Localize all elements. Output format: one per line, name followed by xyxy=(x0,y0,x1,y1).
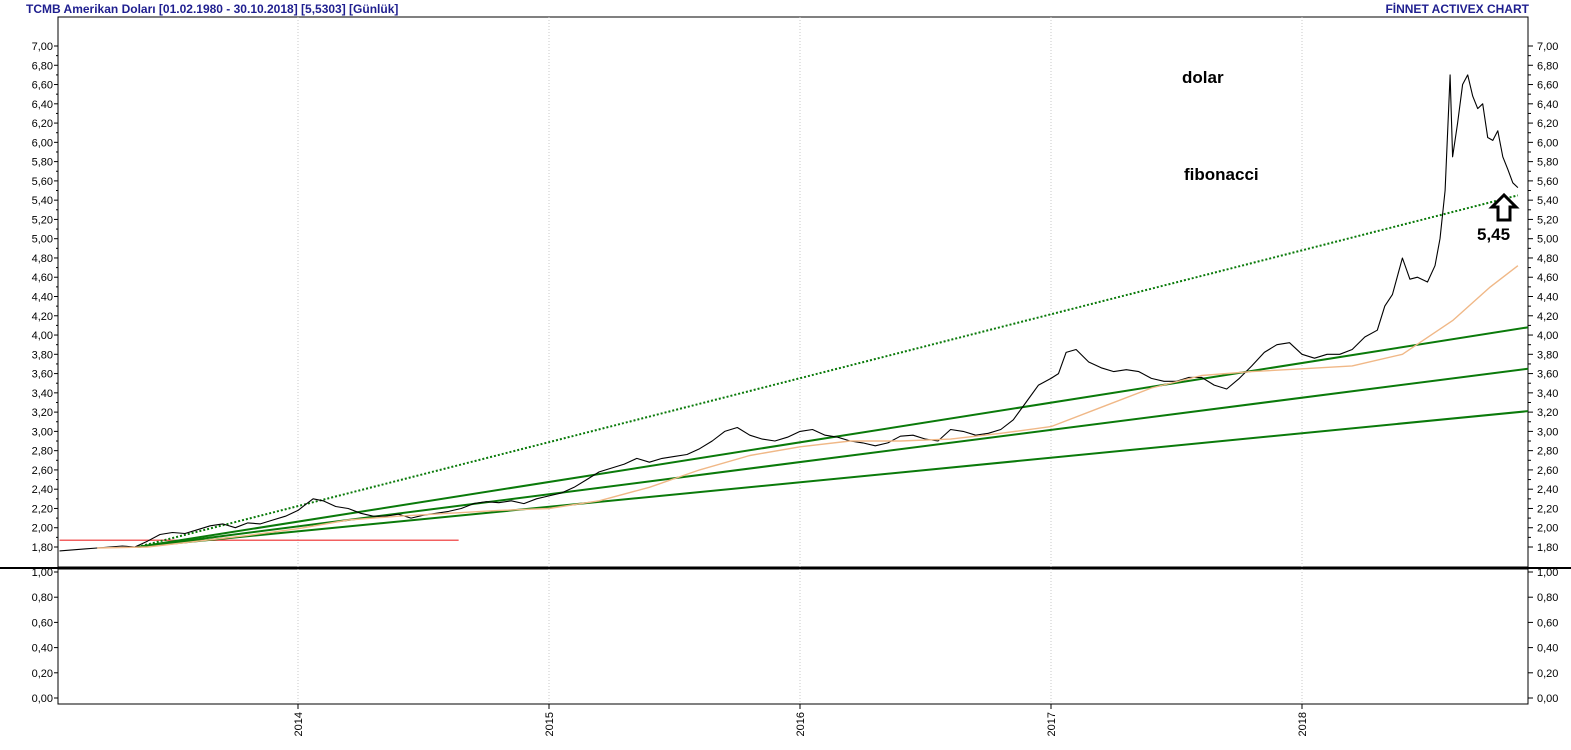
y-tick-label-right: 5,20 xyxy=(1537,214,1558,226)
chart-title: TCMB Amerikan Doları [01.02.1980 - 30.10… xyxy=(26,2,399,16)
vendor-label: FİNNET ACTIVEX CHART xyxy=(1385,2,1529,16)
y-tick-label-left: 4,20 xyxy=(32,311,53,323)
y-tick-label-left: 5,40 xyxy=(32,195,53,207)
x-axis-ticks: 2014 2015 2016 2017 2018 xyxy=(293,704,1309,736)
indicator-panel-frame xyxy=(57,568,1529,705)
fan-line-1[interactable] xyxy=(137,326,1529,548)
y-tick-label-right: 2,80 xyxy=(1537,446,1558,458)
y-tick-label-left: 3,60 xyxy=(32,369,53,381)
y-tick-label-right: 1,80 xyxy=(1537,542,1558,554)
x-tick-label: 2017 xyxy=(1046,712,1058,736)
y-tick-label-left: 6,60 xyxy=(32,80,53,92)
y-tick-label-left: 4,60 xyxy=(32,272,53,284)
fan-line-3[interactable] xyxy=(137,410,1528,548)
y-tick-label-left: 6,80 xyxy=(32,60,53,72)
y-tick-label-right: 3,40 xyxy=(1537,388,1558,400)
y-tick-label-right: 6,20 xyxy=(1537,118,1558,130)
level-label: 5,45 xyxy=(1477,225,1510,244)
y-tick-label-left: 6,00 xyxy=(32,137,53,149)
indicator-tick-label-left: 0,40 xyxy=(32,643,53,655)
price-series-line[interactable] xyxy=(59,74,1519,552)
y-tick-label-left: 2,80 xyxy=(32,446,53,458)
indicator-tick-label-left: 0,00 xyxy=(32,693,53,705)
price-panel-frame xyxy=(57,16,1529,568)
y-tick-label-left: 1,80 xyxy=(32,542,53,554)
y-tick-label-right: 2,60 xyxy=(1537,465,1558,477)
fan-line-2[interactable] xyxy=(137,367,1529,548)
y-tick-label-left: 4,00 xyxy=(32,330,53,342)
y-tick-label-left: 6,40 xyxy=(32,99,53,111)
grid xyxy=(297,17,1303,704)
y-tick-label-left: 5,60 xyxy=(32,176,53,188)
y-tick-label-right: 5,80 xyxy=(1537,157,1558,169)
y-tick-label-left: 4,80 xyxy=(32,253,53,265)
y-tick-label-right: 5,60 xyxy=(1537,176,1558,188)
y-tick-label-right: 2,20 xyxy=(1537,503,1558,515)
y-tick-label-right: 7,00 xyxy=(1537,41,1558,53)
y-tick-label-right: 4,80 xyxy=(1537,253,1558,265)
y-tick-label-left: 2,00 xyxy=(32,523,53,535)
y-tick-label-right: 5,00 xyxy=(1537,234,1558,246)
y-tick-label-right: 6,80 xyxy=(1537,60,1558,72)
y-tick-label-right: 3,60 xyxy=(1537,369,1558,381)
fan-lines[interactable] xyxy=(59,194,1529,548)
y-tick-label-right: 4,20 xyxy=(1537,311,1558,323)
y-tick-label-right: 4,40 xyxy=(1537,292,1558,304)
y-tick-label-right: 2,00 xyxy=(1537,523,1558,535)
y-tick-label-right: 6,40 xyxy=(1537,99,1558,111)
y-tick-label-left: 5,00 xyxy=(32,234,53,246)
indicator-tick-label-left: 0,80 xyxy=(32,592,53,604)
indicator-tick-label-right: 0,60 xyxy=(1537,617,1558,629)
y-tick-label-left: 2,40 xyxy=(32,484,53,496)
y-tick-label-right: 3,20 xyxy=(1537,407,1558,419)
indicator-tick-label-right: 1,00 xyxy=(1537,567,1558,579)
indicator-tick-label-left: 0,60 xyxy=(32,617,53,629)
indicator-tick-label-left: 1,00 xyxy=(32,567,53,579)
indicator-tick-label-right: 0,00 xyxy=(1537,693,1558,705)
y-tick-label-left: 6,20 xyxy=(32,118,53,130)
y-tick-label-left: 3,00 xyxy=(32,426,53,438)
dolar-annotation: dolar xyxy=(1182,68,1224,87)
y-tick-label-right: 6,00 xyxy=(1537,137,1558,149)
x-tick-label: 2014 xyxy=(293,712,305,736)
fibonacci-annotation: fibonacci xyxy=(1184,165,1259,184)
y-tick-label-left: 7,00 xyxy=(32,41,53,53)
x-tick-label: 2016 xyxy=(795,712,807,736)
fibonacci-dotted-line[interactable] xyxy=(137,194,1519,548)
y-tick-label-left: 2,60 xyxy=(32,465,53,477)
indicator-tick-label-right: 0,20 xyxy=(1537,668,1558,680)
y-tick-label-right: 4,00 xyxy=(1537,330,1558,342)
indicator-tick-label-right: 0,40 xyxy=(1537,643,1558,655)
y-tick-label-left: 4,40 xyxy=(32,292,53,304)
y-axis-ticks: 1,80 1,80 2,00 2,00 2,20 2,20 2,40 2,40 2,60 2,60… xyxy=(32,41,1559,705)
y-tick-label-right: 3,80 xyxy=(1537,349,1558,361)
y-tick-label-right: 6,60 xyxy=(1537,80,1558,92)
y-tick-label-left: 5,20 xyxy=(32,214,53,226)
y-tick-label-left: 3,80 xyxy=(32,349,53,361)
y-tick-label-right: 3,00 xyxy=(1537,426,1558,438)
y-tick-label-left: 2,20 xyxy=(32,503,53,515)
series[interactable] xyxy=(59,74,1519,552)
moving-average-line[interactable] xyxy=(97,265,1519,549)
x-tick-label: 2015 xyxy=(544,712,556,736)
y-tick-label-right: 4,60 xyxy=(1537,272,1558,284)
up-arrow-icon xyxy=(1488,192,1520,222)
indicator-tick-label-right: 0,80 xyxy=(1537,592,1558,604)
indicator-tick-label-left: 0,20 xyxy=(32,668,53,680)
y-tick-label-left: 5,80 xyxy=(32,157,53,169)
y-tick-label-right: 2,40 xyxy=(1537,484,1558,496)
y-tick-label-left: 3,40 xyxy=(32,388,53,400)
x-tick-label: 2018 xyxy=(1297,712,1309,736)
y-tick-label-right: 5,40 xyxy=(1537,195,1558,207)
y-tick-label-left: 3,20 xyxy=(32,407,53,419)
